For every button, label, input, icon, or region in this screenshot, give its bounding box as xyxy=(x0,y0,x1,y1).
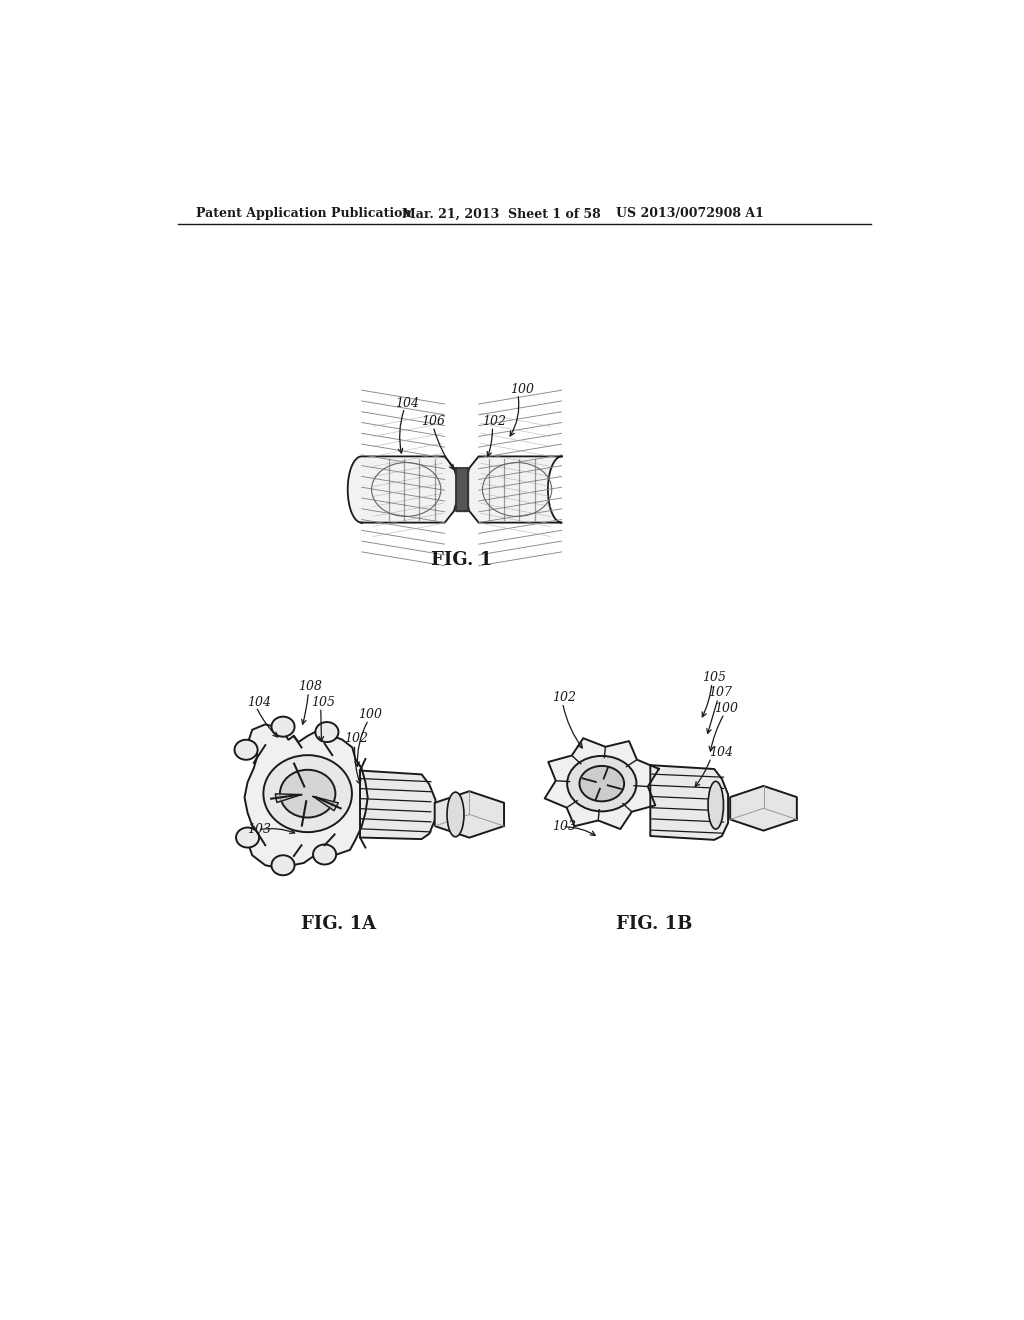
Text: 100: 100 xyxy=(358,708,383,721)
Text: 105: 105 xyxy=(310,696,335,709)
Polygon shape xyxy=(730,785,797,830)
Polygon shape xyxy=(360,771,435,840)
Ellipse shape xyxy=(580,766,625,801)
Polygon shape xyxy=(650,766,728,840)
Text: 104: 104 xyxy=(394,397,419,409)
Polygon shape xyxy=(313,796,338,810)
Ellipse shape xyxy=(315,722,339,742)
Text: 103: 103 xyxy=(248,824,271,837)
Polygon shape xyxy=(545,738,658,829)
Polygon shape xyxy=(348,457,458,523)
Text: 104: 104 xyxy=(248,696,271,709)
Ellipse shape xyxy=(237,828,259,847)
Text: FIG. 1B: FIG. 1B xyxy=(616,915,692,932)
Ellipse shape xyxy=(271,855,295,875)
Polygon shape xyxy=(245,725,368,869)
Polygon shape xyxy=(275,793,302,803)
Polygon shape xyxy=(456,469,468,511)
Text: US 2013/0072908 A1: US 2013/0072908 A1 xyxy=(615,207,764,220)
Ellipse shape xyxy=(567,756,637,812)
Text: 103: 103 xyxy=(553,820,577,833)
Text: Patent Application Publication: Patent Application Publication xyxy=(196,207,412,220)
Text: 100: 100 xyxy=(510,383,535,396)
Ellipse shape xyxy=(263,755,352,832)
Text: 106: 106 xyxy=(422,416,445,428)
Ellipse shape xyxy=(447,792,464,837)
Text: 102: 102 xyxy=(481,416,506,428)
Text: 108: 108 xyxy=(298,680,323,693)
Text: 100: 100 xyxy=(714,702,738,714)
Ellipse shape xyxy=(280,770,336,817)
Ellipse shape xyxy=(234,739,258,760)
Text: 104: 104 xyxy=(710,746,733,759)
Text: FIG. 1A: FIG. 1A xyxy=(301,915,376,932)
Ellipse shape xyxy=(313,845,336,865)
Text: FIG. 1: FIG. 1 xyxy=(431,552,493,569)
Ellipse shape xyxy=(708,781,724,829)
Polygon shape xyxy=(434,791,504,838)
Ellipse shape xyxy=(271,717,295,737)
Polygon shape xyxy=(466,457,562,523)
Text: Mar. 21, 2013  Sheet 1 of 58: Mar. 21, 2013 Sheet 1 of 58 xyxy=(401,207,600,220)
Text: 105: 105 xyxy=(701,671,726,684)
Text: 102: 102 xyxy=(345,733,369,746)
Text: 107: 107 xyxy=(708,686,732,700)
Text: 102: 102 xyxy=(553,690,577,704)
